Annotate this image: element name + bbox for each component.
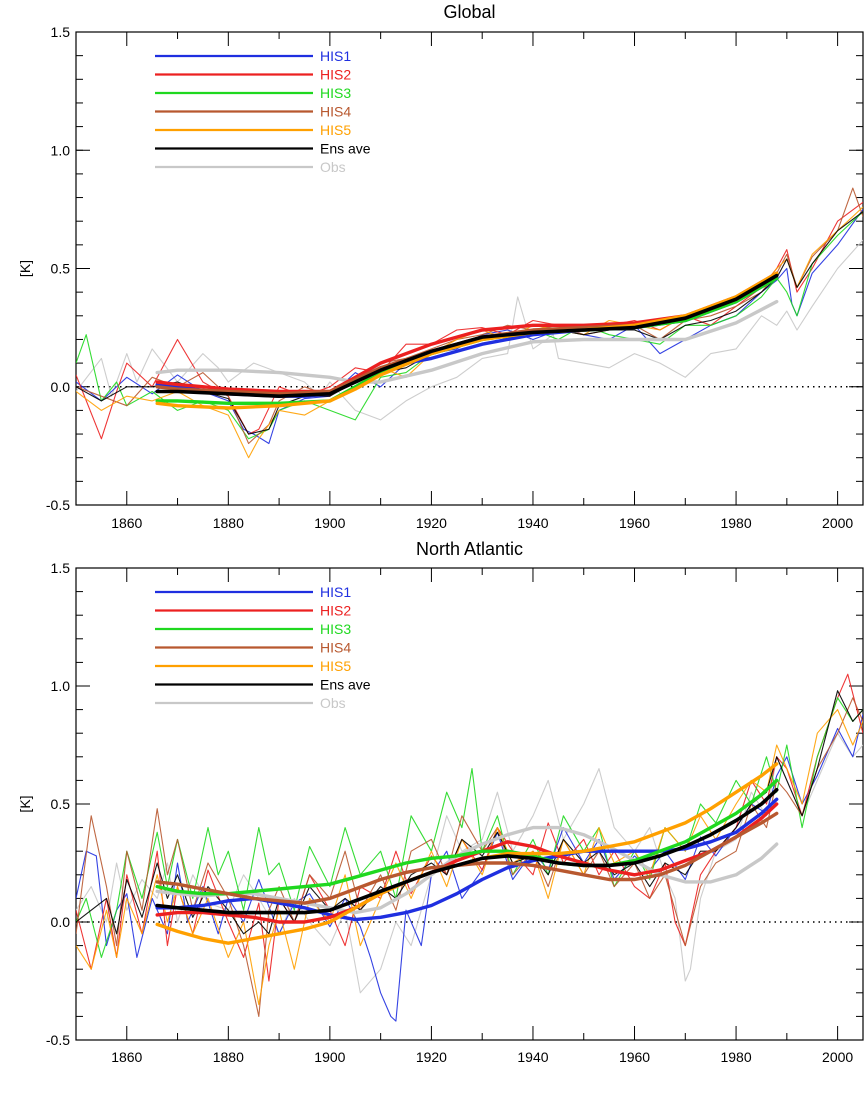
series-his2-smoothed-line [155, 802, 779, 924]
chart-title: Global [443, 2, 495, 22]
series-obs-annual-line [76, 732, 863, 994]
x-tick-label: 1940 [517, 515, 548, 531]
series-ens-ave-smoothed-line [155, 787, 779, 915]
legend-label-his1: HIS1 [320, 584, 351, 600]
series-his3-smoothed-line [155, 778, 779, 896]
chart-global: Global -0.5 0.0 0.5 1.0 1.5 [K] 1860 1880 1900 192… [17, 2, 864, 531]
y-tick-label: 1.5 [51, 560, 71, 576]
legend-label-obs: Obs [320, 159, 346, 175]
x-tick-label: 1900 [314, 1049, 345, 1065]
x-tick-label: 1860 [111, 515, 142, 531]
legend-label-his5: HIS5 [320, 658, 351, 674]
legend-label-his2: HIS2 [320, 603, 351, 619]
series-his3-annual-line [76, 697, 863, 958]
plot-area [76, 187, 863, 459]
legend-label-his4: HIS4 [320, 640, 351, 656]
chart-north-atlantic: North Atlantic -0.5 0.0 0.5 1.0 1.5 [K] 1860 188… [17, 539, 864, 1065]
legend-label-his3: HIS3 [320, 621, 351, 637]
legend-label-ens-ave: Ens ave [320, 677, 371, 693]
series-his3-annual-line [76, 211, 863, 440]
legend-label-his4: HIS4 [320, 104, 351, 120]
y-axis-label: [K] [17, 260, 33, 277]
series-obs-annual-line [76, 239, 863, 421]
series-his2-smoothed-line [155, 271, 779, 394]
x-tick-label: 1920 [416, 515, 447, 531]
x-tick-label: 1900 [314, 515, 345, 531]
x-tick-label: 2000 [822, 1049, 853, 1065]
y-tick-label: -0.5 [46, 497, 70, 513]
plot-area [76, 673, 863, 1022]
y-axis-label: [K] [17, 795, 33, 812]
series-his5-smoothed-line [155, 271, 779, 410]
x-tick-label: 2000 [822, 515, 853, 531]
series-obs-smoothed-line [155, 299, 779, 384]
x-tick-label: 1980 [720, 1049, 751, 1065]
legend-label-his5: HIS5 [320, 122, 351, 138]
x-tick-label: 1960 [619, 1049, 650, 1065]
plot-frame [75, 31, 864, 506]
x-tick-label: 1880 [213, 515, 244, 531]
x-tick-label: 1960 [619, 515, 650, 531]
y-tick-label: 1.5 [51, 24, 71, 40]
y-tick-label: -0.5 [46, 1032, 70, 1048]
series-obs-smoothed-line [155, 825, 779, 915]
legend: HIS1 HIS2 HIS3 HIS4 HIS5 Ens ave Obs [155, 584, 371, 711]
x-tick-label: 1980 [720, 515, 751, 531]
series-his1-annual-line [76, 209, 863, 445]
plot-frame [75, 567, 864, 1041]
x-tick-label: 1920 [416, 1049, 447, 1065]
legend-label-obs: Obs [320, 695, 346, 711]
x-tick-label: 1880 [213, 1049, 244, 1065]
series-his4-smoothed-line [155, 811, 779, 905]
y-tick-label: 1.0 [51, 142, 71, 158]
legend: HIS1 HIS2 HIS3 HIS4 HIS5 Ens ave Obs [155, 48, 371, 175]
y-tick-label: 1.0 [51, 678, 71, 694]
y-tick-label: 0.0 [51, 914, 71, 930]
x-tick-label: 1940 [517, 1049, 548, 1065]
chart-title: North Atlantic [416, 539, 523, 559]
y-tick-label: 0.5 [51, 261, 71, 277]
y-tick-label: 0.0 [51, 379, 71, 395]
legend-label-his2: HIS2 [320, 67, 351, 83]
series-ens-ave-smoothed-line [155, 273, 779, 399]
legend-label-his1: HIS1 [320, 48, 351, 64]
legend-label-his3: HIS3 [320, 85, 351, 101]
legend-label-ens-ave: Ens ave [320, 141, 371, 157]
x-tick-label: 1860 [111, 1049, 142, 1065]
y-tick-label: 0.5 [51, 796, 71, 812]
